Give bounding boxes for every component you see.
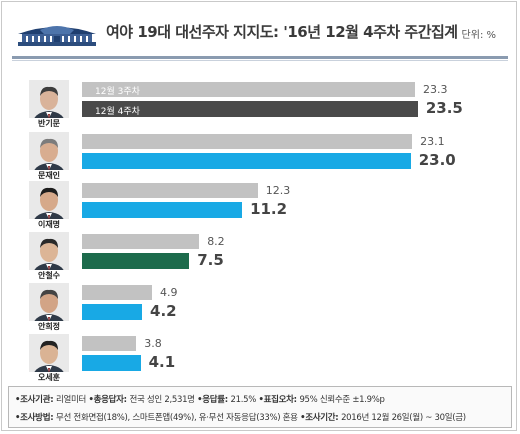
series-label-prev-week: 12월 3주차: [95, 87, 140, 97]
survey-info-value: 2016년 12월 26일(월) ~ 30일(금): [341, 413, 466, 423]
value-label-prev-week: 23.3: [423, 83, 448, 96]
bar-prev-week: [82, 336, 137, 351]
chart-header: 여야 19대 대선주자 지지도: '16년 12월 4주차 주간집계 단위: %: [2, 2, 516, 58]
survey-info-value: 리얼미터: [55, 395, 89, 405]
header-divider-thin: [12, 60, 508, 61]
value-label-current-week: 4.1: [148, 353, 176, 371]
value-label-current-week: 23.0: [418, 151, 456, 169]
bar-current-week: [82, 304, 142, 320]
candidate-name-label: 오세훈: [29, 372, 69, 383]
survey-info-key: •표집오차:: [258, 395, 300, 405]
header-divider: [12, 56, 508, 59]
candidate-name-label: 안희정: [29, 321, 69, 332]
survey-info-value: 95% 신뢰수준 ±1.9%p: [299, 395, 385, 405]
chart-title: 여야 19대 대선주자 지지도: '16년 12월 4주차 주간집계: [106, 23, 458, 41]
candidate-name-label: 이재명: [29, 219, 69, 230]
survey-info-key: •조사기관:: [15, 395, 56, 405]
candidate-name-label: 안철수: [29, 270, 69, 281]
bar-current-week: [82, 101, 418, 117]
unit-label: 단위: %: [461, 30, 496, 41]
bar-prev-week: [82, 234, 200, 249]
value-label-current-week: 11.2: [250, 200, 288, 218]
bar-current-week: [82, 355, 141, 371]
value-label-current-week: 4.2: [150, 302, 177, 320]
survey-info-key: •응답률:: [197, 395, 231, 405]
bar-prev-week: [82, 134, 413, 149]
survey-info-value: 전국 성인 2,531명: [129, 395, 198, 405]
bar-current-week: [82, 253, 190, 269]
bar-prev-week: [82, 285, 152, 300]
value-label-current-week: 7.5: [197, 251, 224, 269]
value-label-prev-week: 4.9: [160, 286, 178, 299]
survey-info-line-2: •조사방법: 무선 전화면접(18%), 스마트폰앱(49%), 유·무선 자동…: [15, 411, 466, 423]
survey-info-box: •조사기관: 리얼미터 •총응답자: 전국 성인 2,531명 •응답률: 21…: [8, 386, 512, 428]
survey-info-key: •조사기간:: [300, 413, 342, 423]
value-label-current-week: 23.5: [425, 99, 463, 117]
survey-info-value: 무선 전화면접(18%), 스마트폰앱(49%), 유·무선 자동응답(33%)…: [55, 413, 301, 423]
bar-current-week: [82, 202, 243, 218]
value-label-prev-week: 8.2: [207, 235, 225, 248]
value-label-prev-week: 3.8: [144, 337, 162, 350]
value-label-prev-week: 12.3: [265, 184, 291, 197]
series-label-current-week: 12월 4주차: [95, 107, 140, 117]
candidate-name-label: 문재인: [29, 170, 69, 181]
bar-prev-week: [82, 82, 415, 97]
survey-info-line-1: •조사기관: 리얼미터 •총응답자: 전국 성인 2,531명 •응답률: 21…: [15, 393, 385, 405]
value-label-prev-week: 23.1: [420, 135, 445, 148]
survey-info-key: •총응답자:: [88, 395, 130, 405]
survey-info-key: •조사방법:: [15, 413, 56, 423]
survey-info-value: 21.5%: [230, 395, 259, 405]
bar-prev-week: [82, 183, 258, 198]
bar-current-week: [82, 153, 411, 169]
candidate-name-label: 반기문: [29, 118, 69, 129]
blue-house-logo: [18, 26, 96, 46]
